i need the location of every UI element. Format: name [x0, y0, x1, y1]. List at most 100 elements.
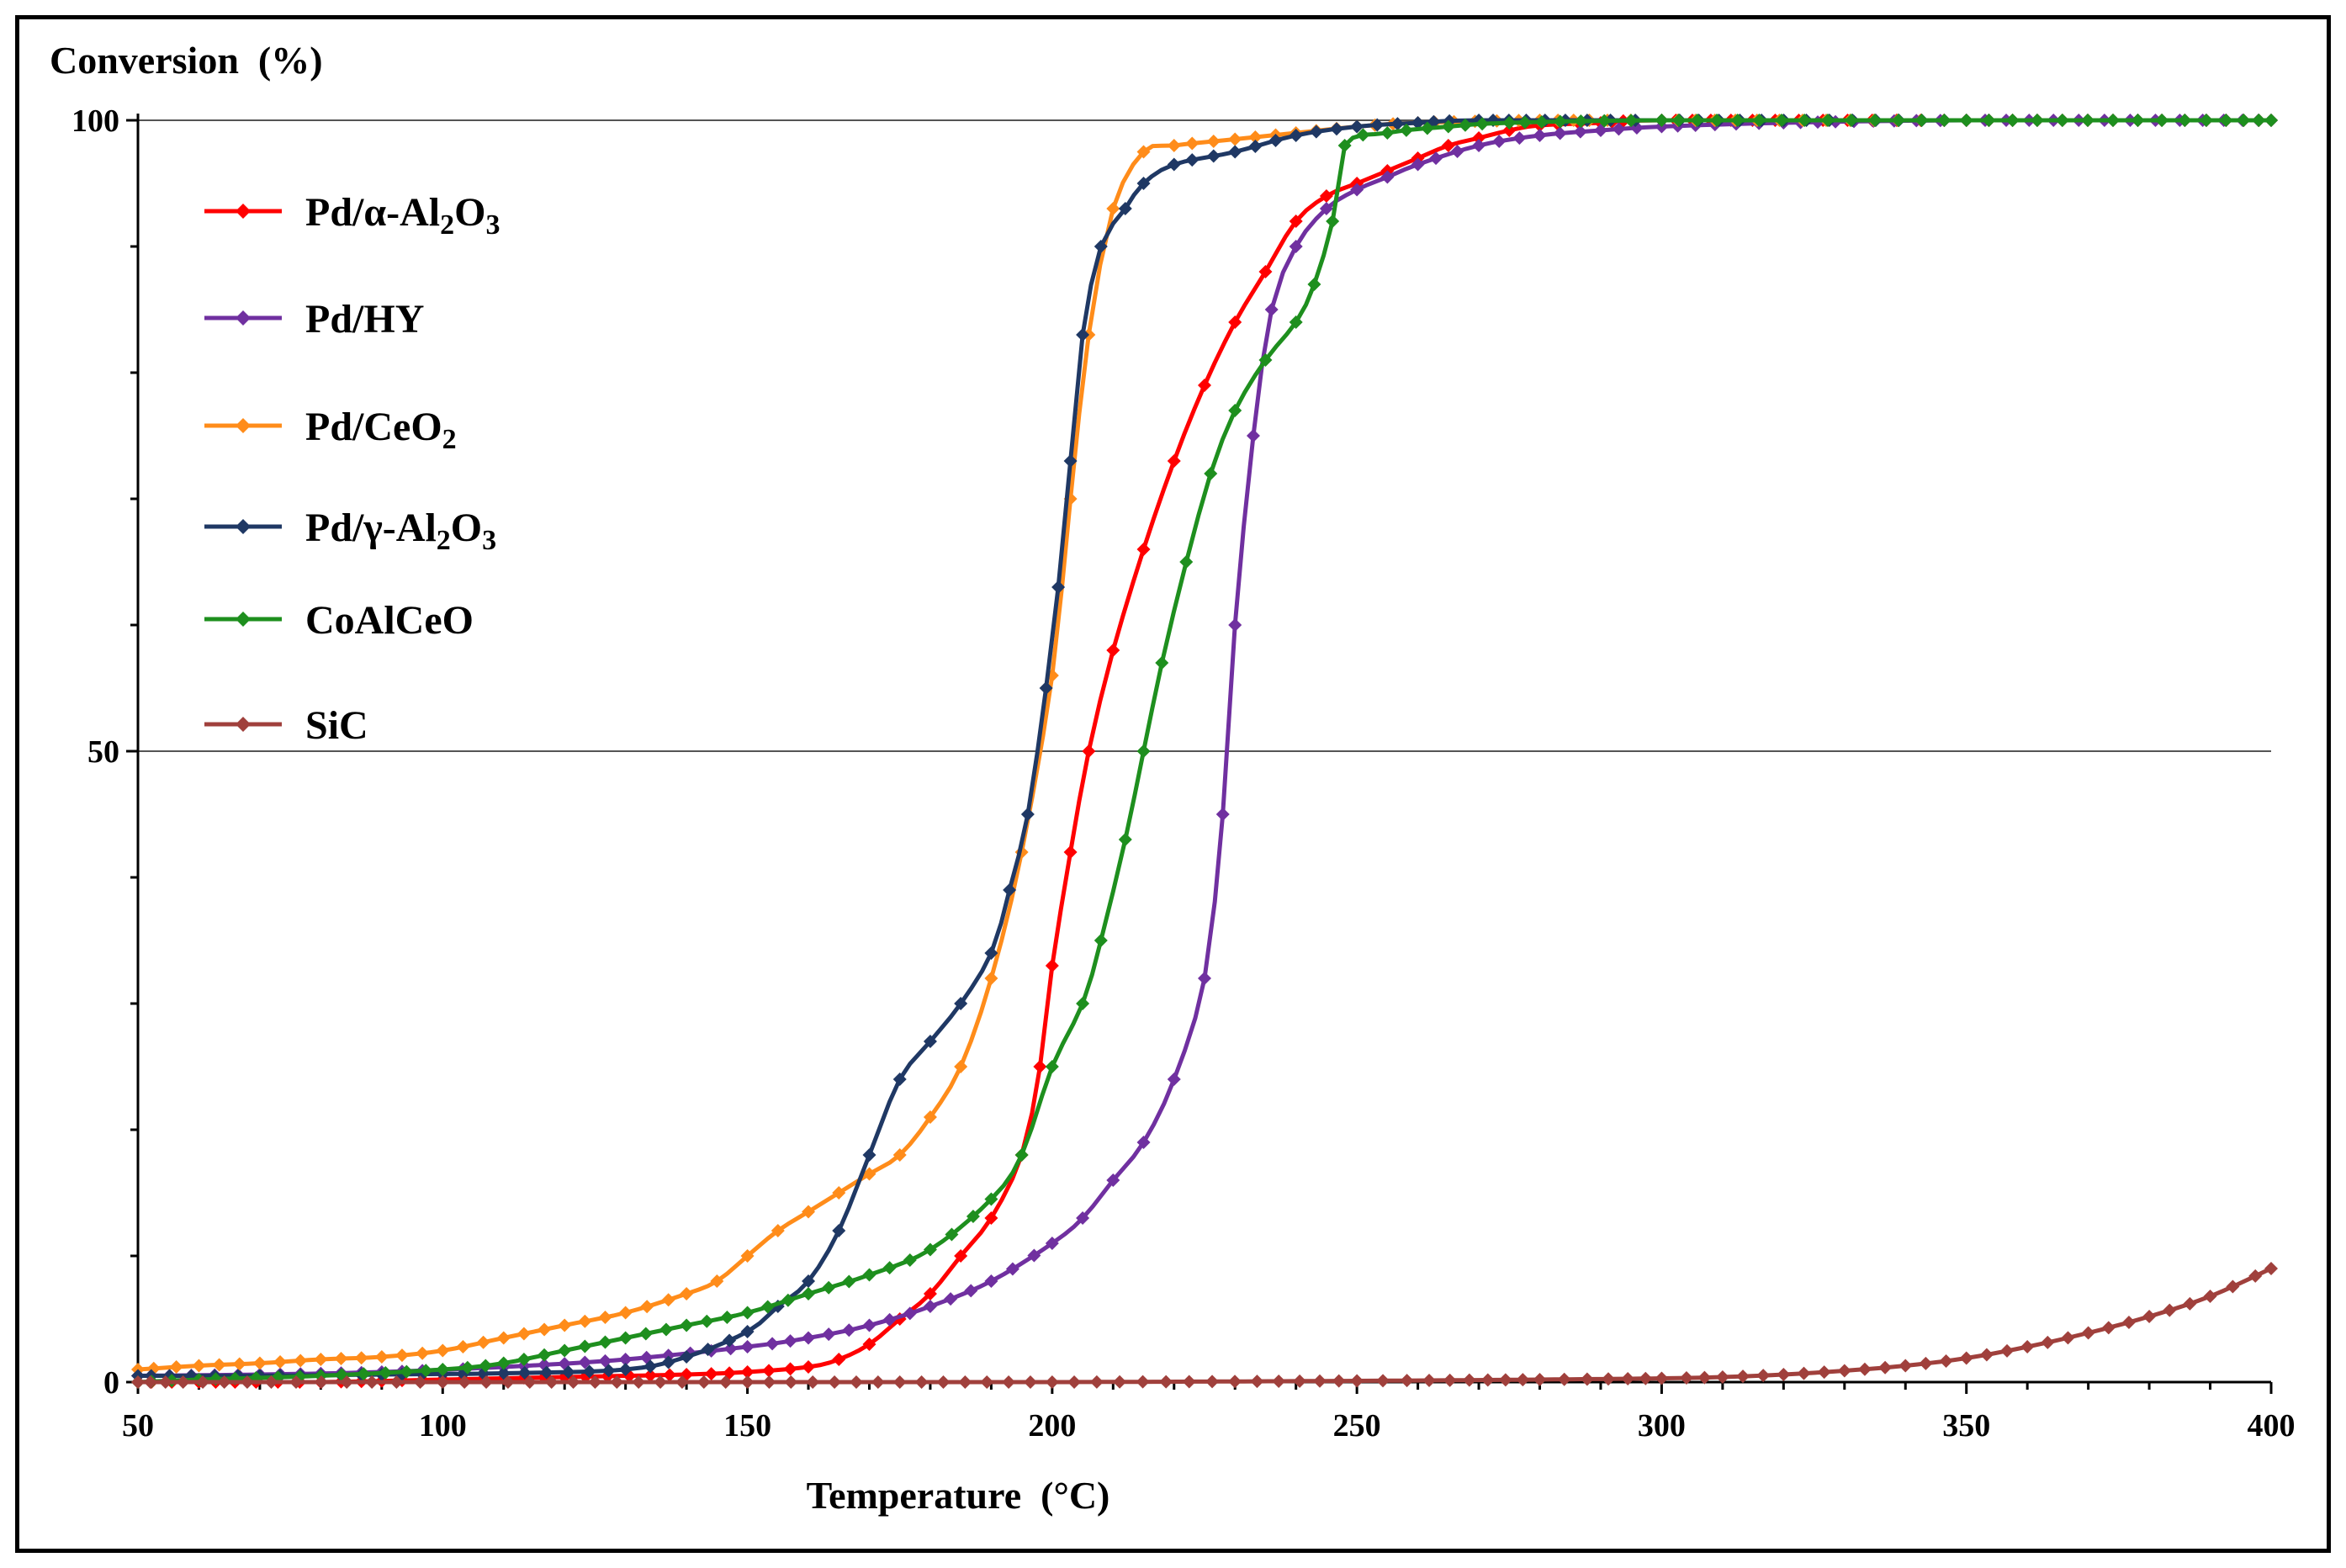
data-point — [984, 1211, 998, 1225]
data-point — [273, 1355, 288, 1369]
data-point — [1023, 1375, 1037, 1389]
data-point — [158, 1375, 172, 1389]
data-point — [1326, 215, 1340, 228]
data-point — [903, 1306, 917, 1321]
data-point — [2121, 1315, 2136, 1329]
legend-label-text: CoAlCeO — [305, 598, 474, 643]
data-point — [2178, 114, 2192, 127]
data-point — [1039, 681, 1053, 695]
data-point — [1370, 118, 1385, 132]
data-point — [500, 1375, 515, 1389]
data-point — [294, 1353, 308, 1368]
data-point — [340, 1375, 354, 1389]
data-point — [395, 1348, 409, 1363]
data-point — [842, 1274, 856, 1289]
data-point — [832, 1186, 846, 1200]
data-point — [1002, 1375, 1016, 1389]
data-point — [871, 1375, 885, 1389]
data-point — [1356, 128, 1370, 142]
data-point — [862, 1318, 876, 1332]
data-point — [740, 1306, 755, 1320]
data-point — [1441, 119, 1455, 134]
data-point — [1063, 454, 1078, 468]
data-point — [2105, 114, 2120, 127]
data-point — [1258, 265, 1273, 278]
data-point — [984, 1192, 998, 1206]
legend-label: Pd/γ-Al2O3 — [305, 506, 496, 556]
data-point — [638, 1327, 653, 1341]
data-point — [1736, 1369, 1750, 1384]
y-tick-label: 100 — [71, 103, 119, 139]
series-line-pd-al2o3 — [138, 118, 2271, 1379]
data-point — [1289, 129, 1303, 142]
data-point — [958, 1375, 972, 1389]
data-point — [1462, 1373, 1476, 1387]
data-point — [1136, 543, 1151, 556]
data-point — [1624, 114, 1639, 128]
data-point — [1959, 1351, 1973, 1365]
data-point — [659, 1322, 673, 1337]
data-point — [2020, 1340, 2035, 1353]
data-point — [765, 1337, 780, 1351]
data-point — [1005, 1262, 1019, 1276]
data-point — [522, 1375, 537, 1389]
data-point — [601, 1364, 616, 1378]
data-point — [419, 1364, 433, 1378]
data-point — [1319, 189, 1333, 203]
data-point — [696, 1375, 711, 1389]
data-point — [1422, 1374, 1437, 1387]
data-point — [413, 1375, 427, 1389]
data-point — [192, 1359, 206, 1373]
legend-label: CoAlCeO — [305, 598, 474, 643]
data-point — [964, 1284, 978, 1298]
data-point — [680, 1350, 694, 1364]
data-point — [460, 1360, 474, 1375]
data-point — [661, 1348, 675, 1363]
legend-label-subscript: 2 — [440, 209, 454, 241]
data-point — [710, 1274, 724, 1288]
data-point — [598, 1311, 612, 1325]
data-point — [1612, 122, 1626, 136]
data-point — [232, 1357, 246, 1371]
data-point — [131, 1375, 145, 1389]
data-point — [784, 1375, 798, 1389]
legend-item-pd-al2o3: Pd/α-Al2O3 — [204, 190, 500, 241]
data-point — [862, 1167, 876, 1181]
data-point — [923, 1287, 937, 1300]
data-point — [1553, 126, 1567, 140]
data-point — [944, 1292, 958, 1306]
data-point — [1429, 151, 1443, 166]
data-point — [1264, 303, 1279, 316]
data-point — [1512, 131, 1527, 146]
data-point — [2226, 1279, 2240, 1294]
data-point — [1248, 130, 1263, 144]
data-point — [476, 1335, 490, 1349]
data-point — [1655, 114, 1669, 127]
data-point — [954, 997, 968, 1010]
data-point — [680, 1318, 694, 1332]
data-point — [1136, 145, 1151, 159]
data-point — [558, 1318, 572, 1332]
data-point — [740, 1365, 755, 1379]
data-point — [1411, 116, 1425, 130]
data-point — [436, 1363, 450, 1376]
legend-label-text: Pd/α-Al — [305, 190, 440, 235]
data-point — [849, 1375, 863, 1389]
data-point — [2199, 114, 2213, 127]
data-point — [1003, 883, 1017, 897]
data-point — [640, 1300, 654, 1314]
data-point — [661, 1355, 675, 1369]
legend-label-text: O — [451, 506, 482, 550]
data-point — [1076, 997, 1090, 1010]
data-point — [1206, 135, 1221, 148]
data-point — [740, 1340, 755, 1353]
data-point — [923, 1035, 937, 1048]
data-point — [1307, 278, 1321, 291]
x-tick-label: 400 — [2248, 1408, 2296, 1444]
data-point — [1376, 1374, 1390, 1388]
legend-label-text: Pd/γ-Al — [305, 506, 437, 550]
data-point — [2264, 1262, 2278, 1275]
data-point — [252, 1356, 267, 1370]
legend-item-pd-hy: Pd/HY — [204, 297, 424, 342]
data-point — [1475, 117, 1490, 131]
